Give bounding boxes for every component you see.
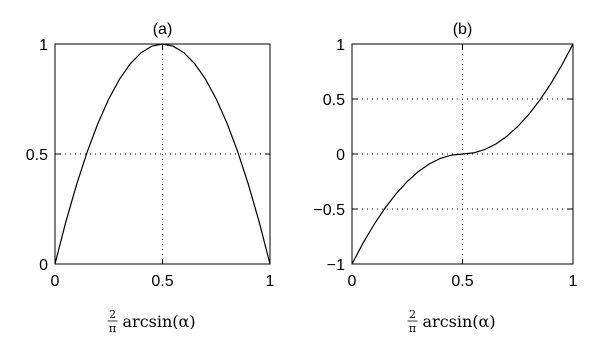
- y-tick-label: 1: [336, 37, 345, 54]
- panel-b: 0 0.5 1 −1 −0.5 0 0.5 1 (b) 2π arcsin(α): [313, 21, 577, 335]
- xlabel-fraction-denominator: π: [409, 322, 416, 335]
- xlabel-fraction-numerator: 2: [109, 308, 116, 321]
- x-tick-label: 0: [348, 273, 357, 290]
- y-tick-label: −1: [327, 257, 345, 274]
- y-tick-label: −0.5: [313, 202, 345, 219]
- panel-title: (b): [453, 21, 473, 38]
- plot-frame: [351, 43, 574, 265]
- panel-title: (a): [153, 21, 173, 38]
- xlabel-fraction-numerator: 2: [409, 308, 416, 321]
- x-tick-label: 1: [266, 273, 275, 290]
- y-tick-label: 0: [336, 147, 345, 164]
- x-axis-label: arcsin(α): [123, 312, 196, 331]
- y-tick-label: 1: [39, 37, 48, 54]
- y-tick-label: 0.5: [26, 147, 48, 164]
- x-tick-label: 0.5: [151, 273, 173, 290]
- series-line: [351, 43, 574, 265]
- y-tick-label: 0.5: [323, 92, 345, 109]
- x-tick-label: 1: [569, 273, 578, 290]
- panel-a: 0 0.5 1 0 0.5 1 (a) 2π arcsin(α): [26, 21, 275, 335]
- x-tick-label: 0: [51, 273, 60, 290]
- x-tick-label: 0.5: [451, 273, 473, 290]
- xlabel-fraction-denominator: π: [109, 322, 116, 335]
- series-line: [54, 43, 271, 265]
- x-axis-label: arcsin(α): [423, 312, 496, 331]
- y-tick-label: 0: [39, 257, 48, 274]
